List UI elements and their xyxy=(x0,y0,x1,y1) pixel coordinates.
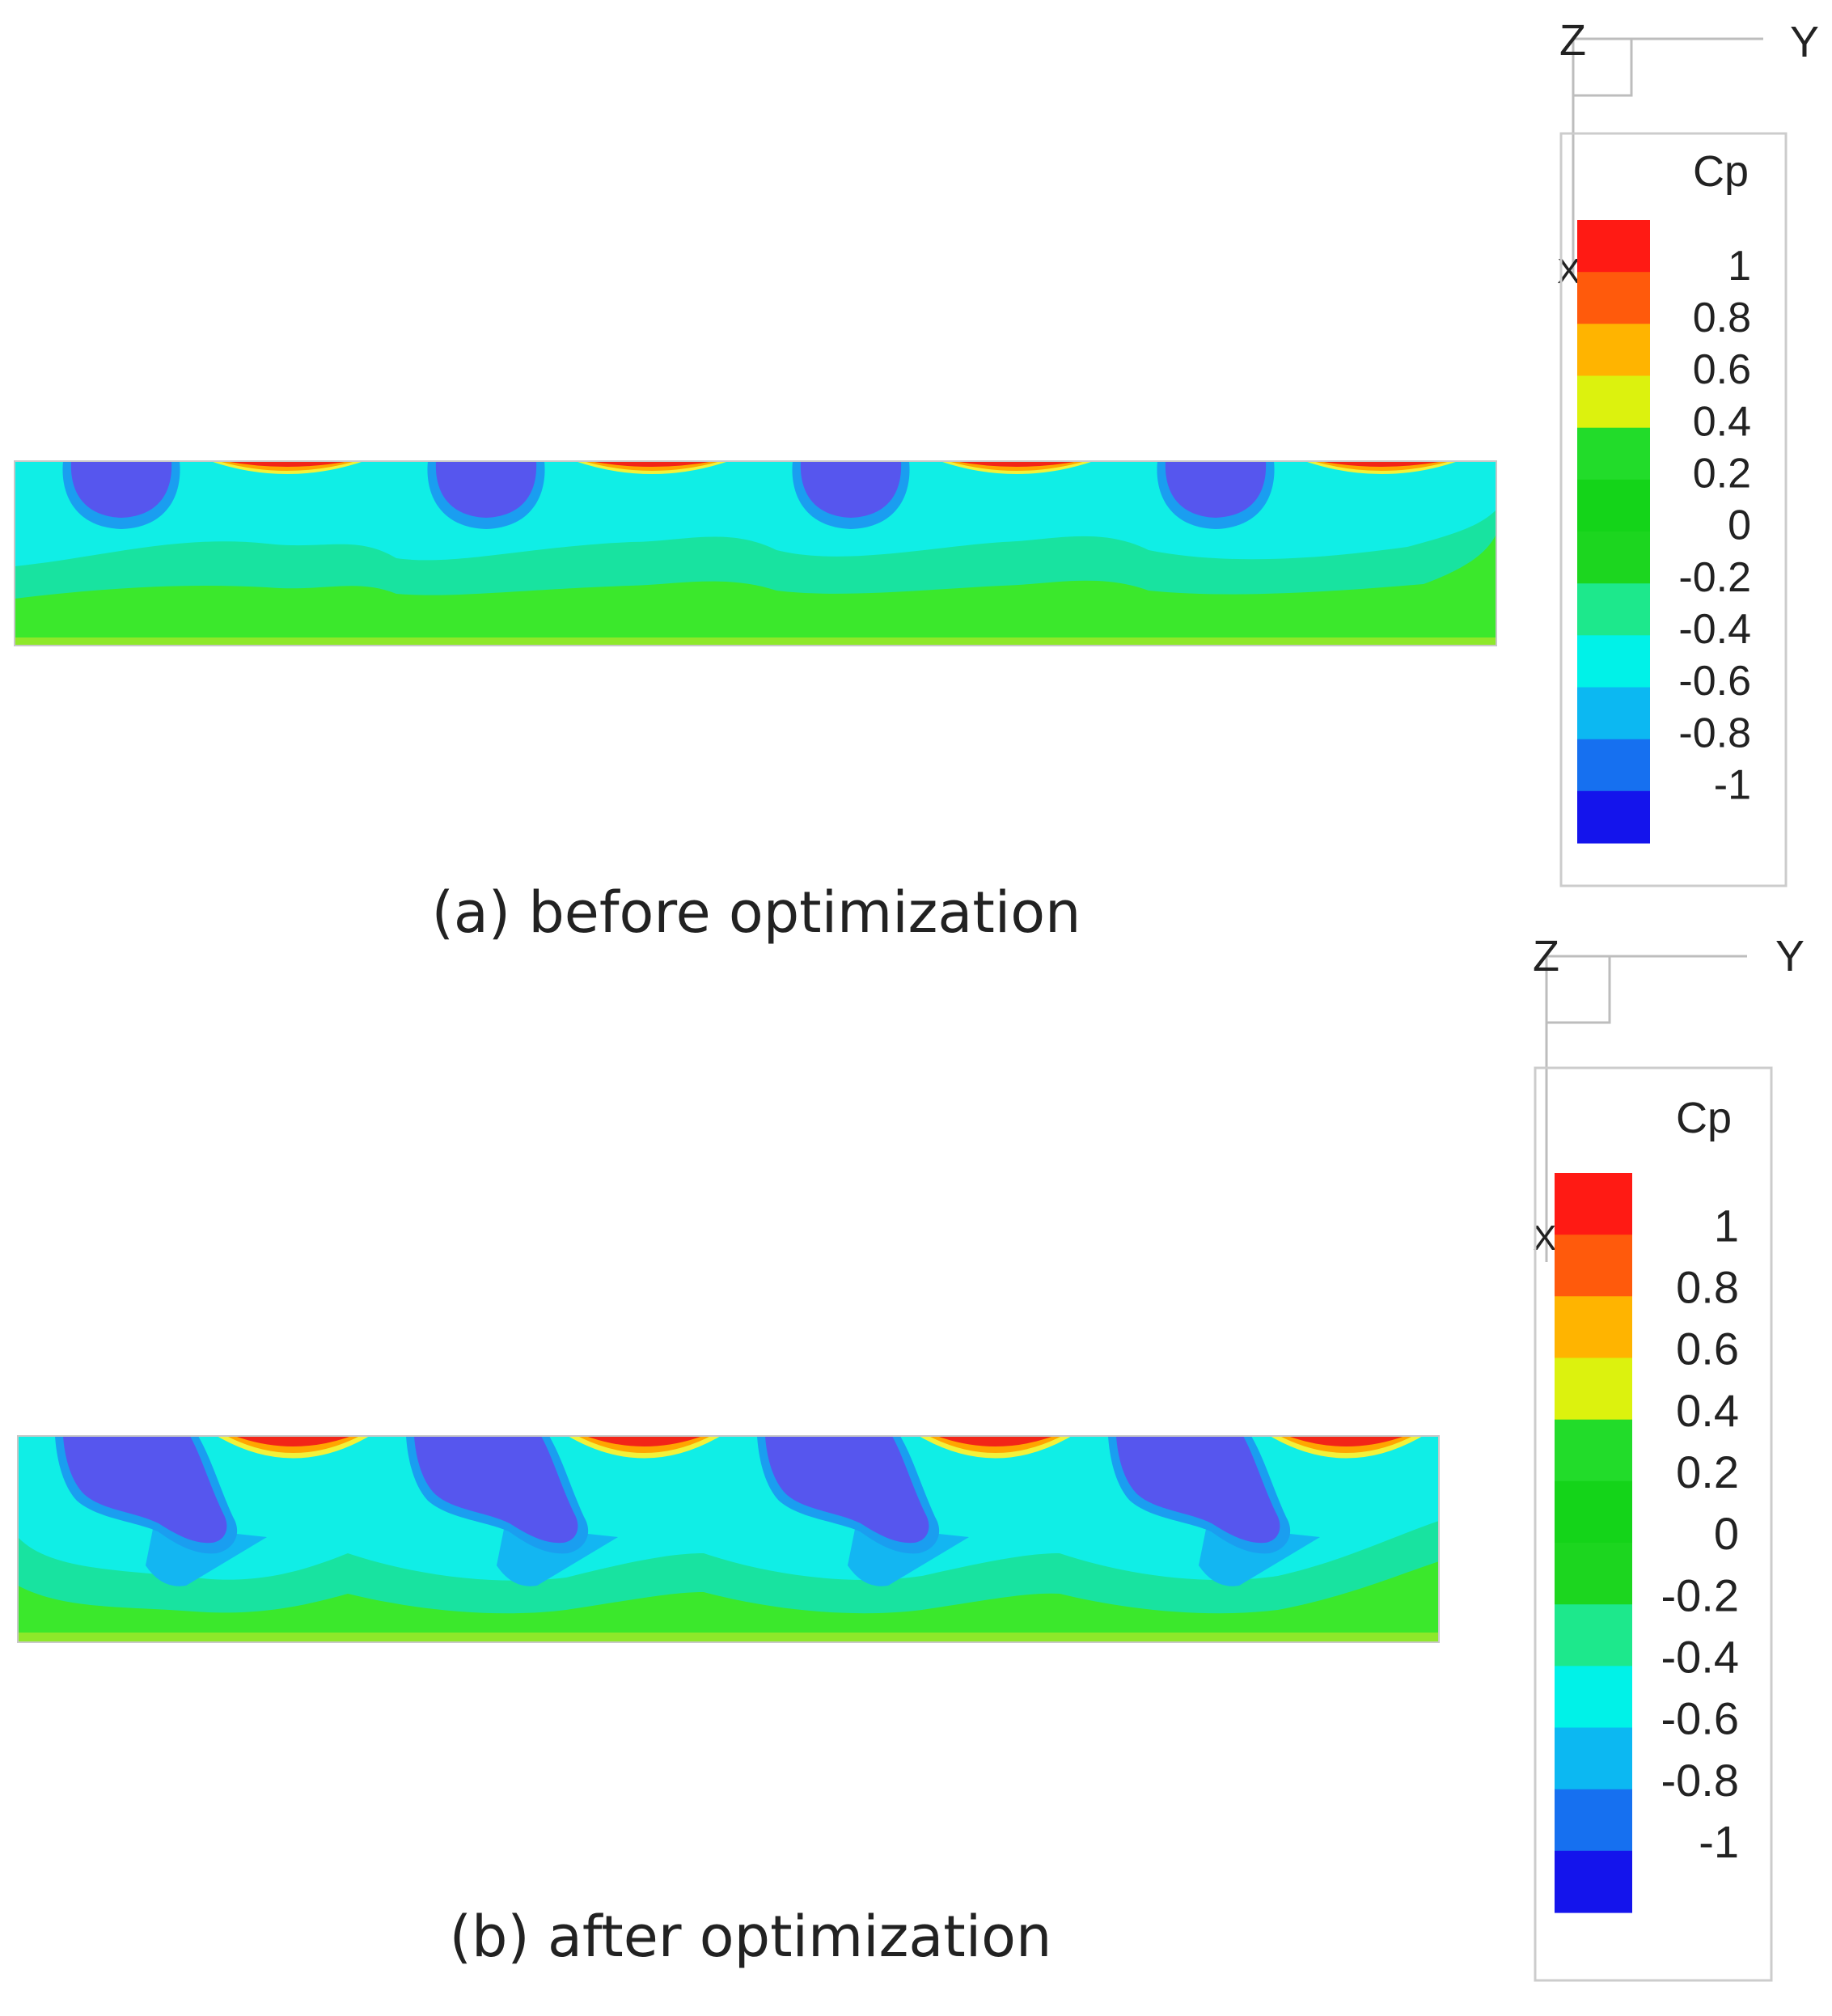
legend-box-b xyxy=(1534,1066,1773,1982)
vortex-core xyxy=(435,461,537,518)
stagnation-red xyxy=(225,461,349,467)
legend-tick-label: -1 xyxy=(1699,1816,1739,1867)
legend-swatch xyxy=(1577,532,1650,584)
stagnation-zones-b xyxy=(217,1436,1423,1459)
vortex-core xyxy=(414,1436,578,1544)
legend-title-a: Cp xyxy=(1693,147,1749,196)
legend-swatch xyxy=(1577,272,1650,324)
stagnation-red xyxy=(954,461,1079,467)
legend-tick-label: -0.8 xyxy=(1661,1755,1740,1806)
legend-tick-label: -1 xyxy=(1714,762,1751,809)
caption-b: (b) after optimization xyxy=(450,1904,1052,1970)
legend-tick-label: -0.2 xyxy=(1678,554,1751,601)
axis-z-label-b: Z xyxy=(1533,932,1559,980)
legend-tick-label: -0.4 xyxy=(1661,1631,1740,1682)
panel-a: Z Y X Cp 10.80.60.40.20-0.2-0.4-0.6-0.8-… xyxy=(14,16,1819,946)
axis-z-label-a: Z xyxy=(1559,16,1586,65)
legend-swatch xyxy=(1577,583,1650,636)
contour-field-a xyxy=(15,461,1496,646)
legend-swatches-a xyxy=(1577,220,1650,844)
legend-tick-label: 1 xyxy=(1714,1200,1739,1251)
legend-b: Cp 1 0.8 0.6 0.4 0.2 0 -0.2 -0.4 -0.6 -0.8 -1 xyxy=(1534,1066,1773,1982)
legend-swatch xyxy=(1577,220,1650,273)
legend-swatch xyxy=(1555,1419,1632,1482)
vortex-core xyxy=(800,461,902,518)
legend-swatch xyxy=(1577,739,1650,792)
vortex-core xyxy=(1116,1436,1280,1544)
legend-swatches-b xyxy=(1555,1173,1632,1913)
legend-swatch xyxy=(1555,1604,1632,1667)
caption-a: (a) before optimization xyxy=(432,879,1081,946)
legend-swatch xyxy=(1555,1235,1632,1297)
axis-triad-b: Z Y X xyxy=(1533,932,1804,1262)
legend-tick-label: -0.4 xyxy=(1678,606,1751,653)
field-frame-a xyxy=(14,460,1497,646)
legend-swatch xyxy=(1577,375,1650,429)
legend-swatch xyxy=(1555,1850,1632,1913)
legend-swatch xyxy=(1577,635,1650,688)
legend-swatch xyxy=(1577,790,1650,844)
legend-tick-label: 0.6 xyxy=(1693,346,1751,393)
stagnation-red xyxy=(590,461,714,467)
axis-x-label-b: X xyxy=(1533,1218,1556,1258)
stagnation-red xyxy=(937,1436,1054,1446)
legend-tick-label: 0 xyxy=(1728,502,1751,549)
legend-tick-label: 0.2 xyxy=(1676,1446,1739,1497)
legend-swatch xyxy=(1577,324,1650,377)
vortex-cores-b xyxy=(55,1436,1320,1586)
axis-y-label-b: Y xyxy=(1775,932,1804,980)
triad-box-a xyxy=(1572,37,1633,97)
legend-swatch xyxy=(1555,1296,1632,1359)
bottom-edge-b xyxy=(18,1633,1439,1642)
legend-tick-label: 0.6 xyxy=(1676,1324,1739,1374)
axis-y-label-a: Y xyxy=(1790,18,1819,66)
legend-a: Cp 10.8 0.6 0.4 0.20 -0.2 -0.4 -0.6-0.8 -1 xyxy=(1559,132,1788,887)
legend-tick-label: 0.4 xyxy=(1693,398,1751,445)
legend-box-a xyxy=(1559,132,1788,887)
legend-swatch xyxy=(1555,1480,1632,1544)
vortex-cores-a xyxy=(62,461,1275,529)
legend-ticks-a: 10.8 0.6 0.4 0.20 -0.2 -0.4 -0.6-0.8 -1 xyxy=(1678,243,1751,809)
bottom-band-a xyxy=(15,534,1496,646)
stagnation-red xyxy=(1288,1436,1405,1446)
legend-swatch xyxy=(1555,1543,1632,1605)
triad-box-b xyxy=(1545,955,1611,1024)
contour-field-b xyxy=(18,1436,1439,1642)
legend-tick-label: 0 xyxy=(1714,1508,1739,1559)
vortex-core xyxy=(765,1436,929,1544)
legend-swatch xyxy=(1577,427,1650,481)
legend-tick-label: 1 xyxy=(1728,243,1751,290)
stagnation-red xyxy=(586,1436,703,1446)
vortex-core xyxy=(70,461,172,518)
bottom-band-b xyxy=(18,1561,1439,1642)
vortex-core xyxy=(63,1436,227,1544)
legend-title-b: Cp xyxy=(1676,1094,1732,1142)
legend-swatch xyxy=(1577,687,1650,740)
field-frame-b xyxy=(17,1435,1440,1643)
legend-tick-label: 0.2 xyxy=(1693,451,1751,498)
stagnation-red xyxy=(1319,461,1444,467)
legend-tick-label: -0.6 xyxy=(1661,1693,1740,1744)
legend-swatch xyxy=(1555,1173,1632,1235)
legend-tick-label: 0.4 xyxy=(1676,1385,1739,1436)
legend-swatch xyxy=(1555,1666,1632,1729)
legend-tick-label: 0.8 xyxy=(1676,1261,1739,1312)
legend-tick-label: -0.8 xyxy=(1678,709,1751,756)
stagnation-red xyxy=(235,1436,352,1446)
legend-tick-label: -0.6 xyxy=(1678,658,1751,705)
stagnation-zones-a xyxy=(210,461,1458,474)
bottom-edge-a xyxy=(15,637,1496,646)
legend-swatch xyxy=(1555,1789,1632,1852)
legend-tick-label: -0.2 xyxy=(1661,1569,1740,1620)
legend-swatch xyxy=(1555,1357,1632,1421)
legend-swatch xyxy=(1577,479,1650,532)
vortex-core xyxy=(1165,461,1267,518)
legend-ticks-b: 1 0.8 0.6 0.4 0.2 0 -0.2 -0.4 -0.6 -0.8 -1 xyxy=(1661,1200,1740,1867)
legend-swatch xyxy=(1555,1727,1632,1790)
legend-tick-label: 0.8 xyxy=(1693,294,1751,341)
panel-b: Z Y X Cp 1 0.8 0.6 0.4 0.2 0 -0.2 -0.4 -0.6 -0.8 -… xyxy=(17,932,1804,1982)
